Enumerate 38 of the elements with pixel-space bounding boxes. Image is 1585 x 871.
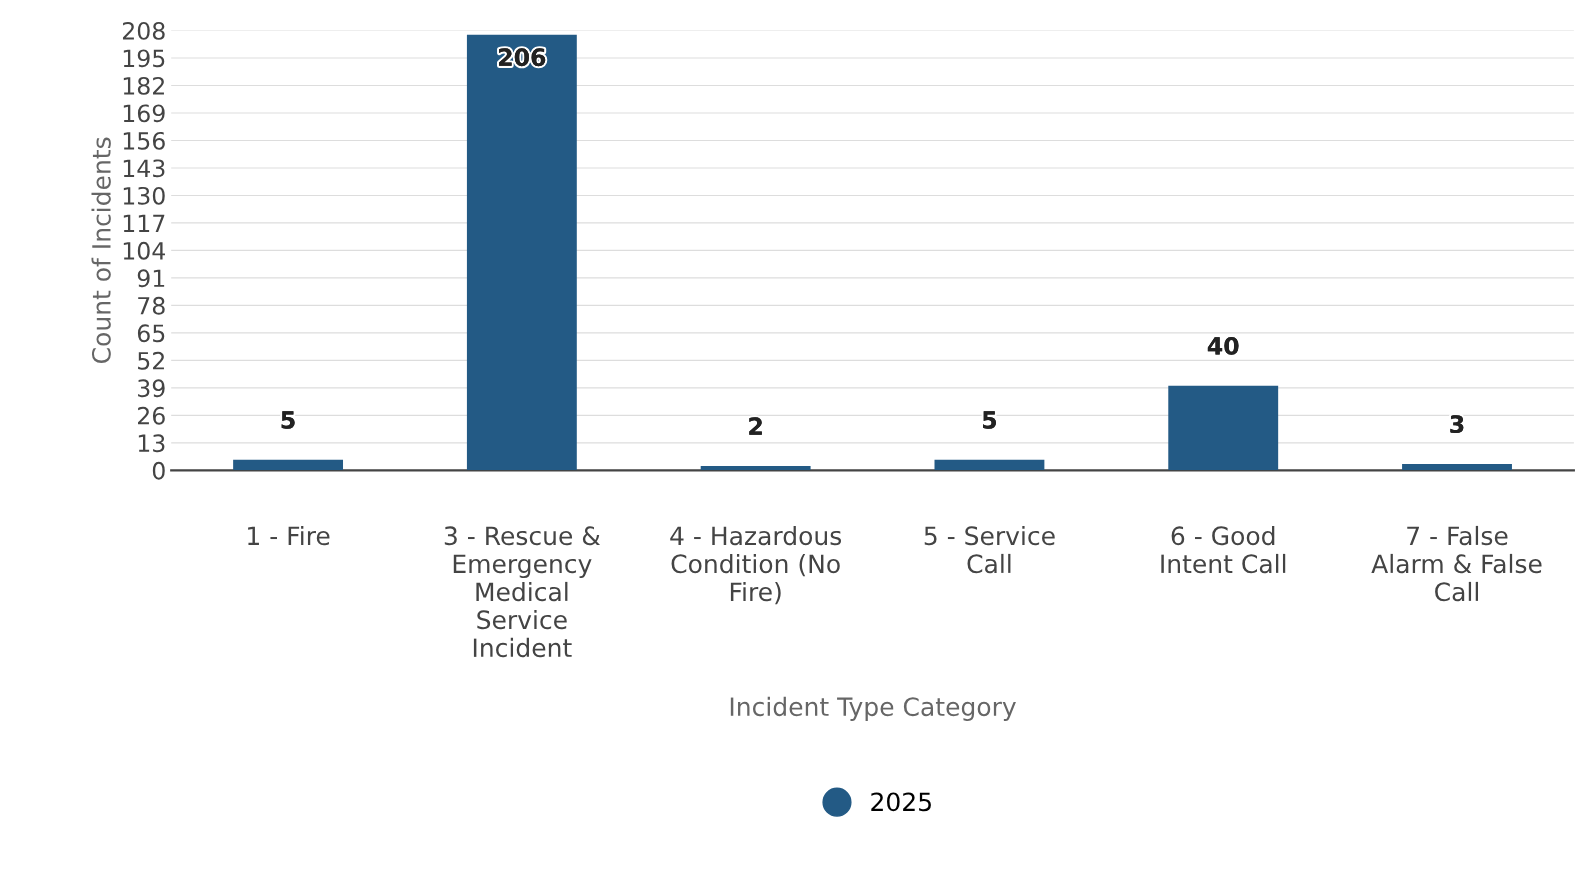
y-tick-label: 208 — [122, 21, 165, 40]
legend-label: 2025 — [871, 792, 931, 812]
bar — [1168, 385, 1279, 471]
y-tick-label: 104 — [123, 241, 165, 260]
data-label: 206 — [499, 48, 546, 67]
y-tick-label: 143 — [123, 159, 165, 178]
bar — [1402, 464, 1512, 471]
x-tick-label: 5 - Service Call — [924, 525, 1055, 574]
x-tick-label: 7 - False Alarm & False Call — [1371, 525, 1542, 602]
y-axis-title: Count of Incidents — [91, 137, 111, 364]
x-tick-label: 3 - Rescue & Emergency Medical Service Incident — [444, 526, 601, 658]
y-tick-label: 78 — [138, 296, 165, 315]
y-tick-label: 26 — [138, 406, 165, 425]
y-tick-label: 156 — [123, 131, 165, 150]
data-label: 2 — [749, 417, 762, 435]
y-tick-label: 169 — [123, 104, 165, 123]
y-tick-label: 13 — [138, 434, 165, 453]
bar — [934, 459, 1045, 471]
x-tick-label: 1 - Fire — [248, 525, 330, 546]
y-tick-label: 195 — [123, 49, 165, 68]
y-tick-label: 52 — [138, 351, 164, 370]
y-tick-label: 182 — [123, 76, 164, 95]
data-label: 5 — [281, 411, 295, 429]
bar — [466, 34, 577, 471]
y-tick-label: 130 — [123, 186, 165, 205]
y-tick-label: 39 — [138, 379, 165, 398]
bar — [700, 466, 811, 471]
x-tick-label: 4 - Hazardous Condition (No Fire) — [670, 525, 842, 605]
data-label: 3 — [1450, 415, 1464, 434]
data-label: 5 — [983, 411, 996, 429]
x-tick-label: 6 - Good Intent Call — [1161, 525, 1286, 574]
y-tick-label: 117 — [123, 214, 165, 232]
bar — [233, 459, 344, 471]
y-tick-label: 91 — [137, 269, 165, 288]
data-label: 40 — [1207, 336, 1239, 355]
x-axis-title: Incident Type Category — [730, 696, 1016, 721]
y-tick-label: 0 — [152, 461, 165, 480]
y-tick-label: 65 — [137, 324, 165, 343]
